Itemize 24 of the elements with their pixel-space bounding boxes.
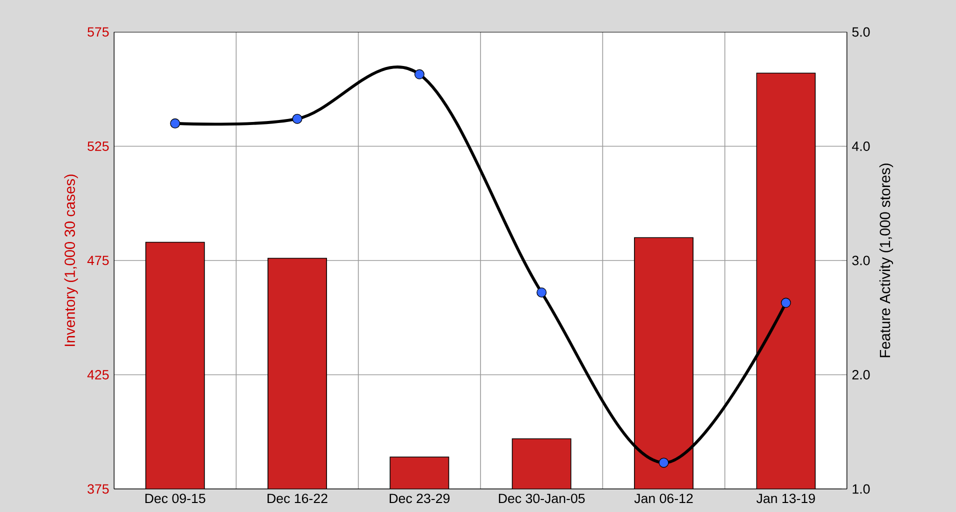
x-tick-label: Jan 13-19 bbox=[756, 494, 815, 504]
y2-tick-label: 5.0 bbox=[852, 27, 870, 37]
y2-tick-label: 4.0 bbox=[852, 142, 870, 151]
point bbox=[170, 118, 180, 128]
x-tick-label: Dec 16-22 bbox=[268, 494, 328, 504]
y2-axis-title: Feature Activity (1,000 stores) bbox=[879, 164, 894, 358]
y2-tick-label: 3.0 bbox=[852, 256, 870, 266]
y2-tick-label: 1.0 bbox=[852, 484, 870, 494]
y-axis-title: Inventory (1,000 30 cases) bbox=[64, 174, 78, 346]
point bbox=[292, 114, 302, 124]
y-tick-label: 425 bbox=[87, 370, 109, 380]
x-tick-label: Dec 23-29 bbox=[390, 494, 450, 504]
y-tick-label: 475 bbox=[87, 256, 109, 266]
y-tick-label: 375 bbox=[88, 484, 109, 494]
x-tick-label: Dec 30-Jan-05 bbox=[498, 494, 585, 504]
point bbox=[658, 458, 669, 468]
point bbox=[780, 298, 791, 308]
point bbox=[536, 287, 547, 298]
x-tick-label: Jan 06-12 bbox=[634, 494, 693, 504]
x-tick-label: Dec 09-15 bbox=[145, 494, 206, 504]
y-tick-label: 525 bbox=[88, 142, 109, 151]
y-tick-label: 575 bbox=[88, 27, 109, 37]
point bbox=[414, 69, 424, 80]
y2-tick-label: 2.0 bbox=[852, 370, 870, 380]
